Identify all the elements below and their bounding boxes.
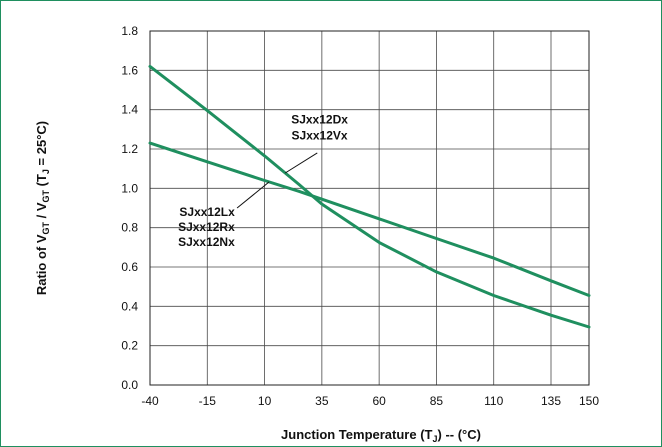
leader-line-1	[284, 152, 318, 174]
series-line-2	[148, 141, 591, 297]
y-tick-label: 1.2	[121, 142, 138, 156]
x-tick-label: 110	[484, 394, 503, 408]
x-tick-labels: -40 -15 10 35 60 85 110 135 150	[141, 394, 599, 408]
plot-border	[149, 30, 590, 386]
x-axis-title: Junction Temperature (TJ) -- (°C)	[281, 427, 481, 444]
series-line-1	[148, 64, 591, 329]
y-tick-labels: 0.0 0.2 0.4 0.6 0.8 1.0 1.2 1.4 1.6 1.8	[121, 24, 138, 392]
x-tick-label: 35	[315, 394, 329, 408]
y-axis-title: Ratio of VGT / VGT (TJ = 25°C)	[34, 121, 51, 295]
x-tick-label: 85	[430, 394, 444, 408]
y-tick-label: 0.4	[121, 299, 138, 313]
y-tick-label: 0.2	[121, 339, 138, 353]
series-2-label: SJxx12Nx	[178, 235, 235, 249]
series-1-label: SJxx12Vx	[292, 128, 348, 142]
x-tick-label: -40	[141, 394, 159, 408]
y-tick-label: 1.6	[121, 63, 138, 77]
y-tick-label: 1.4	[121, 103, 138, 117]
x-tick-label: 10	[258, 394, 272, 408]
series-group	[148, 64, 591, 329]
y-tick-label: 0.8	[121, 221, 138, 235]
y-tick-label: 0.0	[121, 378, 138, 392]
x-tick-label: -15	[199, 394, 217, 408]
y-tick-label: 1.0	[121, 181, 138, 195]
series-1-label: SJxx12Dx	[291, 112, 348, 126]
leader-line-2	[236, 181, 270, 209]
series-2-label: SJxx12Rx	[178, 220, 235, 234]
x-tick-label: 135	[541, 394, 561, 408]
y-tick-label: 0.6	[121, 260, 138, 274]
series-2-label: SJxx12Lx	[179, 205, 235, 219]
y-tick-label: 1.8	[121, 24, 138, 38]
x-tick-label: 60	[372, 394, 386, 408]
x-tick-label: 150	[579, 394, 599, 408]
